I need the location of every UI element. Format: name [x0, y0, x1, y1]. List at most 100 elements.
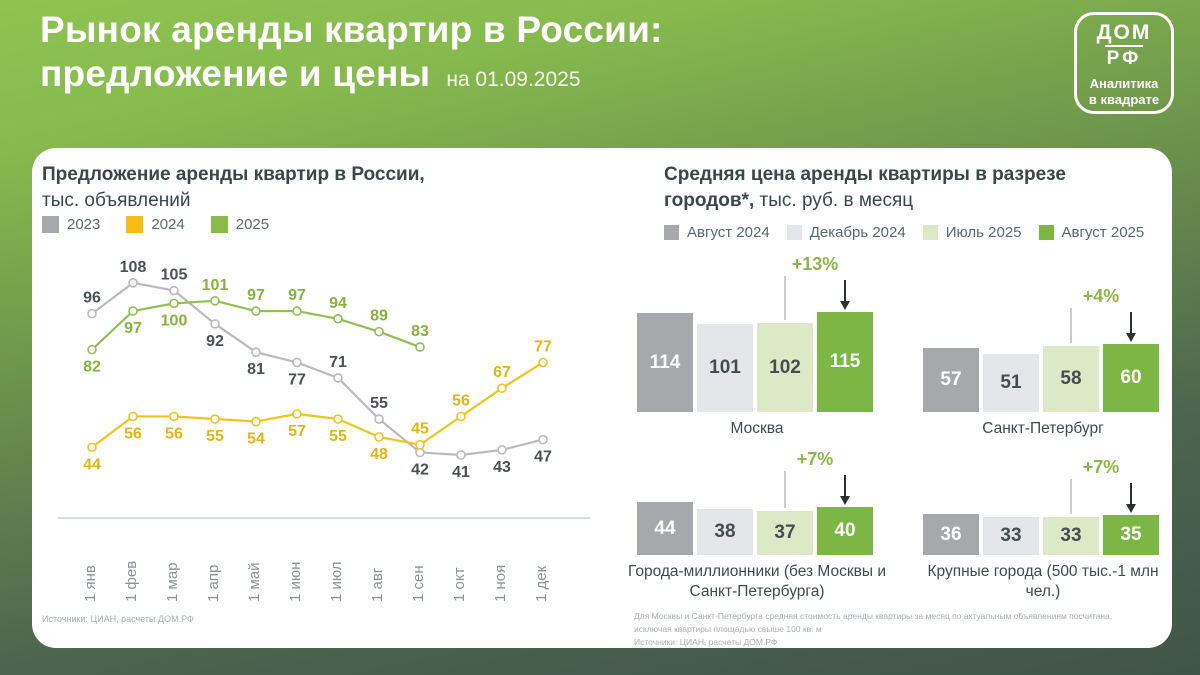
- data-point-2024: [333, 414, 343, 424]
- legend-swatch-2: [786, 225, 802, 240]
- data-label-2024: 44: [83, 456, 101, 473]
- bar-group-1: 114 101 102 115 +13% Москва: [632, 242, 882, 472]
- supply-chart-legend: 2023 2024 2025: [42, 216, 269, 233]
- logo-brand-bottom: РФ: [1104, 44, 1144, 70]
- data-point-2025: [87, 344, 97, 355]
- data-label-2024: 48: [370, 446, 388, 463]
- bar-value-label: 115: [829, 351, 861, 372]
- data-label-2024: 67: [493, 364, 511, 381]
- bar-group-label: Москва: [730, 420, 784, 437]
- bar-Август 2025: 115: [817, 312, 873, 412]
- bar-value-label: 38: [714, 521, 736, 542]
- month-label: 1 янв: [82, 565, 99, 602]
- x-axis-month-labels: 1 янв 1 фев 1 мар 1 апр 1 май 1 июн 1 июл 1 авг…: [40, 530, 615, 604]
- footnote-source: Источники: ЦИАН, расчеты ДОМ.РФ: [634, 636, 778, 647]
- data-point-2023: [210, 319, 220, 329]
- footnote-methodology: Для Москвы и Санкт-Петербурга средняя ст…: [634, 611, 1113, 634]
- bar-Август 2024: 36: [923, 514, 979, 555]
- bar-value-label: 36: [940, 523, 962, 545]
- data-label-2024: 56: [452, 392, 470, 409]
- data-point-2023: [538, 434, 548, 445]
- title-line-2: предложение и цены: [40, 52, 431, 94]
- data-label-2023: 43: [493, 459, 511, 476]
- line-chart-svg: 96 108 105 92 81 77 71 55 42 41 43 47 44 56 56 55 54 57 55…: [58, 259, 590, 519]
- data-point-2025: [169, 298, 179, 309]
- domrf-logo: ДОМ РФ Аналитика в квадрате: [1074, 12, 1174, 114]
- data-point-2025: [374, 326, 384, 337]
- bar-group-4: 36 33 33 35 +7% Крупные города (500 тыс.-1 мл…: [918, 385, 1168, 615]
- bar-Декабрь 2024: 33: [983, 517, 1039, 555]
- change-annotation: +4%: [1070, 286, 1136, 343]
- data-label-2024: 54: [247, 431, 265, 448]
- data-point-2023: [333, 373, 343, 383]
- page-title: Рынок аренды квартир в России: предложен…: [40, 8, 663, 95]
- data-label-2025: 97: [288, 287, 306, 304]
- data-label-2025: 89: [370, 308, 388, 325]
- legend-swatch-2025: [210, 216, 228, 233]
- bar-value-label: 102: [769, 356, 801, 378]
- month-label: 1 дек: [533, 565, 550, 602]
- bar-Август 2025: 40: [817, 507, 873, 555]
- data-point-2023: [87, 308, 97, 319]
- change-annotation: +7%: [1070, 457, 1136, 514]
- data-label-2023: 92: [206, 333, 224, 350]
- bars: 114 101 102 115: [637, 312, 873, 412]
- data-label-2025: 101: [202, 277, 229, 294]
- bars: 36 33 33 35: [923, 514, 1159, 555]
- bar-Август 2025: 35: [1103, 515, 1159, 555]
- down-arrow-icon: [1126, 504, 1136, 513]
- month-label: 1 ноя: [492, 564, 509, 602]
- data-point-2025: [251, 306, 261, 316]
- data-point-2023: [292, 357, 302, 368]
- supply-chart-title: Предложение аренды квартир в России, тыс.…: [42, 164, 425, 211]
- legend-item-2: Декабрь 2024: [786, 224, 906, 241]
- bar-group-3: 44 38 37 40 +7% Города-миллионники (без Москв…: [628, 385, 886, 615]
- percent-change-label: +4%: [1083, 286, 1120, 306]
- bar-value-label: 58: [1060, 368, 1082, 389]
- data-point-2024: [374, 432, 384, 442]
- bar-Август 2025: 60: [1103, 344, 1159, 412]
- data-point-2024: [128, 411, 138, 422]
- month-label: 1 авг: [369, 567, 386, 602]
- data-point-2025: [210, 295, 220, 306]
- data-point-2024: [415, 439, 425, 450]
- data-label-2023: 81: [247, 361, 265, 378]
- data-point-2023: [251, 347, 261, 357]
- legend-swatch-1: [664, 225, 679, 240]
- date-note: на 01.09.2025: [446, 67, 581, 91]
- bar-Декабрь 2024: 101: [697, 324, 753, 412]
- data-label-2025: 83: [411, 323, 429, 340]
- bar-value-label: 37: [774, 522, 796, 543]
- data-label-2025: 94: [329, 295, 347, 312]
- bar-value-label: 57: [940, 369, 962, 390]
- bar-Август 2024: 44: [637, 502, 693, 555]
- data-point-2023: [497, 445, 507, 455]
- logo-brand-top: ДОМ: [1096, 21, 1152, 44]
- bars: 57 51 58 60: [923, 344, 1159, 412]
- bar-Август 2024: 57: [923, 348, 979, 412]
- bar-Июль 2025: 33: [1043, 517, 1099, 555]
- data-point-2025: [128, 306, 138, 316]
- bar-value-label: 101: [709, 357, 741, 378]
- down-arrow-icon: [840, 496, 850, 505]
- bars: 44 38 37 40: [637, 502, 873, 555]
- percent-change-label: +7%: [1083, 457, 1120, 477]
- down-arrow-icon: [840, 301, 850, 310]
- supply-source-note: Источники: ЦИАН, расчеты ДОМ.РФ: [42, 614, 194, 624]
- bar-group-label: Крупные города (500 тыс.-1 млн чел.): [927, 563, 1159, 601]
- bar-value-label: 44: [654, 517, 676, 539]
- data-label-2024: 56: [124, 425, 142, 442]
- data-point-2024: [456, 411, 466, 422]
- bar-Декабрь 2024: 38: [697, 509, 753, 555]
- bar-Декабрь 2024: 51: [983, 354, 1039, 412]
- data-label-2024: 55: [329, 428, 347, 445]
- bar-value-label: 60: [1120, 367, 1142, 388]
- month-label: 1 сен: [410, 565, 427, 602]
- bar-value-label: 33: [1000, 525, 1022, 546]
- data-point-2023: [456, 450, 466, 460]
- data-point-2024: [497, 383, 507, 393]
- data-point-2023: [128, 278, 138, 288]
- data-label-2023: 71: [329, 354, 347, 371]
- legend-item-2024: 2024: [126, 216, 185, 233]
